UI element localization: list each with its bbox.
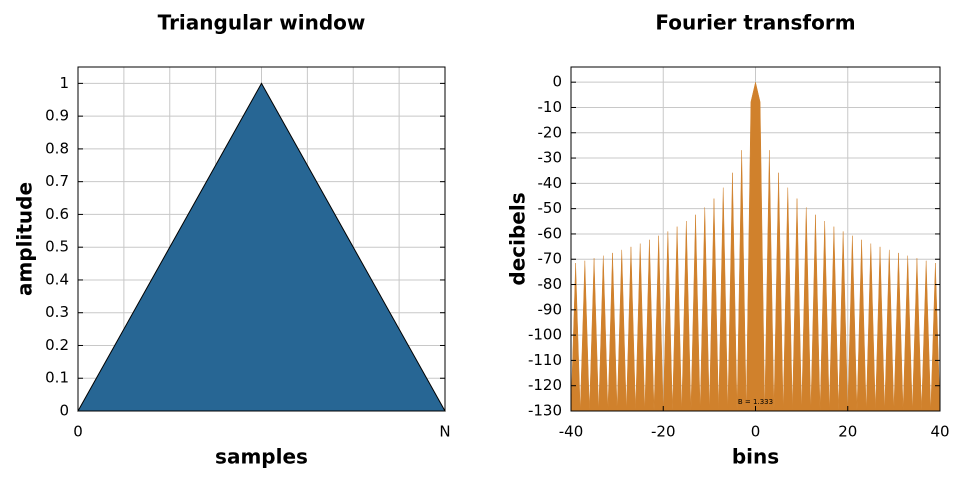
x-tick-label: -40 [559,423,584,441]
y-tick-label: -70 [538,250,563,268]
y-tick-label: 0.4 [45,270,69,288]
y-tick-label: -130 [528,402,562,420]
y-tick-label: -60 [538,224,563,242]
x-tick-label: -20 [651,423,676,441]
y-tick-label: -30 [538,149,563,167]
y-tick-label: -50 [538,199,563,217]
y-axis-label: decibels [506,192,530,285]
y-axis-label: amplitude [13,182,37,296]
y-tick-label: 0 [59,402,69,420]
y-tick-label: 0.8 [45,139,69,157]
x-tick-label: 40 [930,423,949,441]
x-tick-label: 0 [73,423,83,441]
x-tick-label: 20 [838,423,857,441]
y-tick-label: 0.9 [45,107,69,125]
x-axis-label: samples [215,445,308,469]
y-tick-label: -40 [538,174,563,192]
y-tick-label: 0.3 [45,303,69,321]
x-tick-label: 0 [751,423,761,441]
y-tick-label: -90 [538,300,563,318]
chart-title: Triangular window [158,11,366,35]
y-tick-label: 0.7 [45,172,69,190]
annotation: B = 1.333 [738,398,773,406]
y-tick-label: -80 [538,275,563,293]
y-tick-label: 0.1 [45,369,69,387]
chart-title: Fourier transform [655,11,855,35]
plot-frame [77,66,446,412]
y-tick-label: 0.5 [45,238,69,256]
x-tick-label: N [439,423,450,441]
y-tick-label: -20 [538,123,563,141]
x-axis-label: bins [732,445,779,469]
y-tick-label: 1 [59,74,69,92]
y-tick-label: -10 [538,98,563,116]
y-tick-label: -120 [528,376,562,394]
y-tick-label: -100 [528,326,562,344]
area [570,82,941,412]
y-tick-label: 0.2 [45,336,69,354]
y-tick-label: 0.6 [45,205,69,223]
y-tick-label: 0 [552,73,562,91]
y-tick-label: -110 [528,351,562,369]
